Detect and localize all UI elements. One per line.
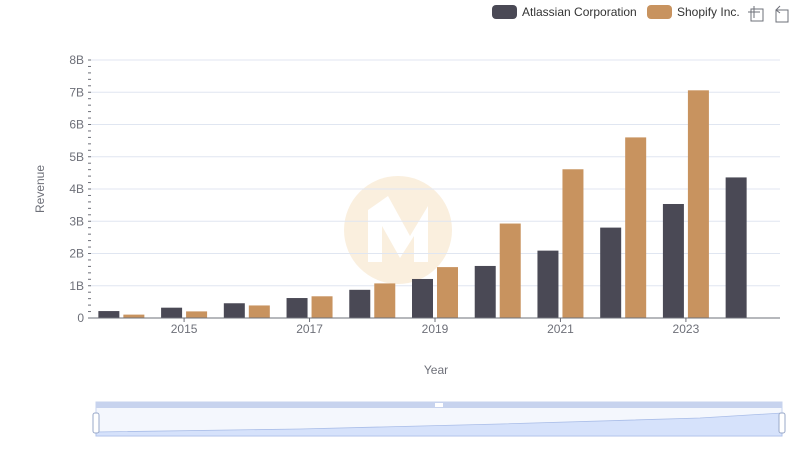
bar-shopify-2022[interactable] — [625, 137, 647, 318]
data-zoom-slider[interactable] — [92, 401, 786, 437]
y-tick-label: 5B — [69, 150, 84, 164]
bar-atlassian-2017[interactable] — [286, 298, 308, 318]
bar-shopify-2014[interactable] — [123, 314, 145, 318]
bar-atlassian-2020[interactable] — [474, 265, 496, 318]
axes: 0 1B 2B 3B 4B 5B 6B 7B 8B 2015 2017 2019 2021 2023 — [69, 53, 780, 336]
y-tick-label: 0 — [77, 311, 84, 325]
legend-item-shopify[interactable]: Shopify Inc. — [647, 5, 740, 19]
bar-atlassian-2024[interactable] — [725, 177, 747, 318]
y-tick-label: 3B — [69, 214, 84, 228]
x-tick-label: 2023 — [673, 322, 700, 336]
y-axis-title: Revenue — [33, 165, 47, 213]
legend[interactable]: Atlassian Corporation Shopify Inc. — [492, 5, 740, 19]
y-tick-label: 7B — [69, 85, 84, 99]
restore-icon[interactable] — [775, 5, 789, 23]
bars — [98, 90, 747, 318]
slider-left-handle[interactable] — [92, 412, 100, 434]
x-tick-label: 2019 — [422, 322, 449, 336]
watermark-logo-icon — [344, 176, 452, 284]
bar-shopify-2018[interactable] — [374, 283, 396, 318]
bar-atlassian-2021[interactable] — [537, 250, 559, 318]
legend-swatch — [492, 5, 517, 19]
x-tick-label: 2021 — [547, 322, 574, 336]
slider-move-handle-icon[interactable] — [435, 403, 443, 407]
slider-preview-area — [95, 412, 783, 437]
bar-atlassian-2016[interactable] — [223, 303, 245, 318]
x-tick-label: 2015 — [171, 322, 198, 336]
legend-label: Atlassian Corporation — [522, 5, 637, 19]
slider-right-handle[interactable] — [778, 412, 786, 434]
bar-atlassian-2022[interactable] — [600, 227, 622, 318]
bar-atlassian-2019[interactable] — [412, 278, 433, 318]
legend-label: Shopify Inc. — [677, 5, 740, 19]
y-tick-label: 2B — [69, 247, 84, 261]
bar-shopify-2017[interactable] — [311, 296, 333, 318]
bar-atlassian-2018[interactable] — [349, 289, 371, 318]
y-tick-label: 8B — [69, 53, 84, 67]
bar-shopify-2021[interactable] — [562, 169, 584, 318]
y-tick-label: 4B — [69, 182, 84, 196]
bar-shopify-2020[interactable] — [499, 223, 521, 318]
bar-shopify-2015[interactable] — [186, 311, 208, 318]
bar-atlassian-2023[interactable] — [662, 203, 684, 318]
y-tick-label: 1B — [69, 279, 84, 293]
legend-swatch — [647, 5, 672, 19]
y-tick-label: 6B — [69, 118, 84, 132]
x-axis-title: Year — [424, 363, 448, 377]
bar-atlassian-2014[interactable] — [98, 311, 120, 318]
zoom-icon[interactable] — [748, 6, 764, 22]
bar-shopify-2016[interactable] — [248, 305, 270, 318]
bar-shopify-2023[interactable] — [687, 90, 709, 318]
bar-atlassian-2015[interactable] — [161, 307, 183, 318]
legend-item-atlassian[interactable]: Atlassian Corporation — [492, 5, 637, 19]
bar-shopify-2019[interactable] — [437, 267, 458, 318]
x-tick-label: 2017 — [296, 322, 323, 336]
